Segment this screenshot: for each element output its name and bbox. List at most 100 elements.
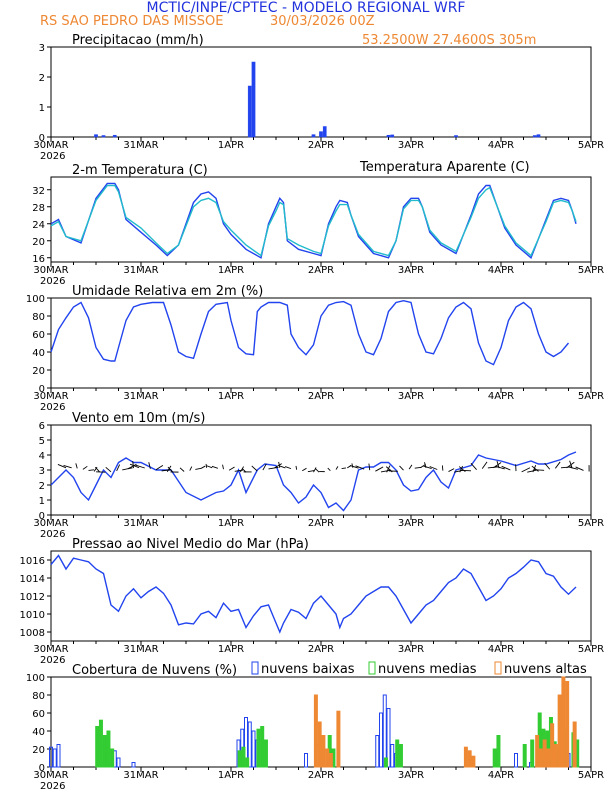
wind-arrow	[228, 466, 235, 471]
wind-arrow	[494, 465, 505, 470]
x-tick-label: 31MAR	[123, 391, 158, 402]
bar	[247, 721, 252, 768]
legend-label: nuvens medias	[378, 662, 477, 677]
bar	[319, 131, 323, 138]
x-year-label: 2026	[40, 781, 65, 792]
panel-temp: 2-m Temperatura (C) 16 20 24 28 32 30MAR 31MAR 1…	[32, 160, 604, 287]
y-tick-label: 40	[32, 727, 45, 738]
wind-arrow	[161, 469, 172, 472]
bar	[116, 757, 121, 768]
wind-arrow	[568, 466, 578, 470]
bar	[336, 710, 341, 768]
location-label: RS SAO PEDRO DAS MISSOE	[40, 14, 223, 29]
y-tick-label: 0	[39, 133, 45, 144]
x-tick-label: 1APR	[218, 391, 244, 402]
bar	[251, 730, 256, 768]
y-tick-label: 4	[39, 451, 45, 462]
wind-arrow	[95, 466, 101, 473]
wind-arrow	[327, 467, 331, 471]
y-tick-label: 1008	[20, 628, 45, 639]
bar	[106, 730, 111, 768]
wind-arrow	[531, 465, 539, 472]
panel-title: Pressao ao Nivel Medio do Mar (hPa)	[72, 537, 309, 552]
wind-arrow	[189, 466, 193, 471]
wind-arrow	[349, 464, 359, 469]
legend-swatch	[494, 661, 502, 675]
panel-precip: Precipitacao (mm/h) 0 1 2 3 30MAR 31MAR 1APR 2AP…	[33, 33, 604, 162]
wind-arrow	[501, 465, 511, 471]
bar	[546, 748, 551, 768]
y-tick-label: 80	[32, 691, 45, 702]
wind-arrow	[314, 468, 320, 473]
wind-arrow	[341, 467, 347, 469]
wind-arrow	[544, 462, 551, 470]
bar	[538, 748, 543, 768]
x-tick-label: 30MAR	[33, 265, 68, 276]
y-tick-label: 1	[39, 496, 45, 507]
wind-arrow	[380, 469, 392, 473]
wind-arrow	[239, 466, 244, 473]
wind-arrow	[335, 466, 339, 470]
plot-frame	[50, 176, 592, 263]
bar	[514, 753, 518, 768]
y-tick-label: 6	[39, 421, 45, 432]
wind-arrow	[278, 465, 286, 469]
bar	[56, 744, 61, 768]
y-tick-label: 20	[32, 745, 45, 756]
bar	[535, 735, 540, 768]
bar	[565, 681, 570, 768]
bar	[553, 744, 558, 768]
x-tick-label: 5APR	[578, 644, 604, 655]
wind-arrow	[148, 462, 151, 469]
y-tick-label: 100	[26, 673, 45, 684]
wind-arrow	[127, 463, 137, 470]
bar	[532, 135, 537, 138]
bar	[263, 739, 268, 768]
wind-arrow	[116, 464, 121, 472]
x-tick-label: 4APR	[488, 391, 514, 402]
bar	[572, 721, 577, 768]
wind-arrow	[88, 469, 95, 471]
x-tick-label: 3APR	[398, 770, 424, 781]
y-tick-label: 3	[39, 43, 45, 54]
x-tick-label: 31MAR	[123, 644, 158, 655]
wind-arrow	[167, 466, 174, 473]
y-tick-label: 2	[39, 481, 45, 492]
y-tick-label: 0	[39, 511, 45, 522]
y-tick-label: 1012	[20, 592, 45, 603]
bar	[245, 757, 250, 768]
y-tick-label: 80	[32, 312, 45, 323]
bar	[237, 750, 242, 768]
x-tick-label: 5APR	[578, 391, 604, 402]
x-tick-label: 2APR	[308, 391, 334, 402]
wind-arrow	[268, 466, 279, 470]
bar	[496, 735, 501, 768]
wind-arrow	[75, 463, 78, 469]
wind-arrow	[569, 460, 573, 469]
x-tick-label: 2APR	[308, 770, 334, 781]
bar	[536, 134, 541, 138]
wind-arrow	[205, 463, 208, 468]
bar	[102, 735, 107, 768]
wind-arrow	[122, 467, 133, 471]
bar	[98, 719, 103, 768]
bar	[395, 739, 400, 768]
panel-title: Cobertura de Nuvens (%)	[72, 663, 237, 678]
bar	[383, 757, 388, 768]
wind-arrow	[351, 463, 354, 468]
bar	[101, 135, 106, 138]
x-tick-label: 3APR	[398, 644, 424, 655]
x-tick-label: 4APR	[488, 770, 514, 781]
wind-arrow	[470, 462, 477, 470]
wind-arrow	[399, 465, 404, 471]
wind-arrow	[129, 463, 140, 469]
panel-title: Precipitacao (mm/h)	[72, 33, 204, 48]
bar	[522, 744, 527, 768]
y-tick-label: 0	[39, 384, 45, 395]
wind-arrow	[285, 466, 292, 470]
bar	[379, 712, 383, 768]
x-tick-label: 30MAR	[33, 644, 68, 655]
x-tick-label: 2APR	[308, 518, 334, 529]
wind-arrow	[155, 464, 164, 471]
x-tick-label: 3APR	[398, 391, 424, 402]
